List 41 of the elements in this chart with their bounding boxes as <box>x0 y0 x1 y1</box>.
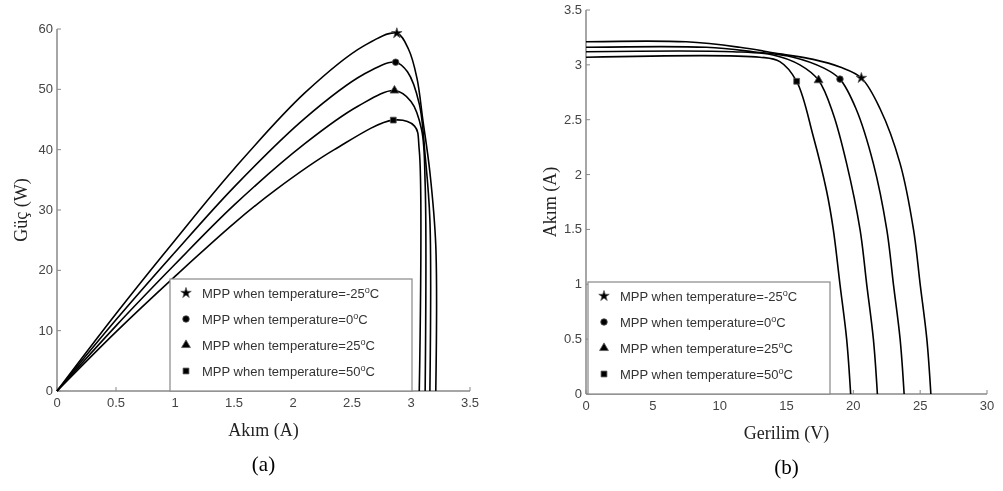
y-tick-label: 1 <box>574 276 582 292</box>
y-tick-label: 50 <box>38 81 53 97</box>
x-tick-label: 5 <box>649 398 657 413</box>
legend-label: MPP when temperature=25$^{o}$C <box>620 340 793 356</box>
y-tick-label: 20 <box>38 262 53 278</box>
x-axis-title: Akım (A) <box>228 420 299 441</box>
y-tick-label: 3 <box>574 56 582 72</box>
legend-label: MPP when temperature=-25$^{o}$C <box>202 285 380 301</box>
y-tick-label: 0.5 <box>563 331 582 347</box>
x-tick-label: 2.5 <box>342 395 362 410</box>
text: (a) <box>251 452 276 476</box>
x-tick-label: 3.5 <box>460 395 480 410</box>
x-axis-title: Gerilim (V) <box>743 423 830 444</box>
text: (b) <box>774 455 799 479</box>
y-tick-label: 10 <box>38 322 53 338</box>
legend-label: MPP when temperature=50$^{o}$C <box>620 366 793 382</box>
y-tick-label: 0 <box>45 383 53 398</box>
x-tick-label: 30 <box>979 398 995 413</box>
x-tick-label: 15 <box>779 398 794 413</box>
x-tick-label: 1 <box>171 395 179 410</box>
y-tick-label: 2.5 <box>563 111 582 127</box>
legend-label: MPP when temperature=0$^{o}$C <box>202 311 368 327</box>
legend-label: MPP when temperature=50$^{o}$C <box>202 363 375 379</box>
x-tick-label: 3 <box>407 395 415 410</box>
y-tick-label: 1.5 <box>563 221 582 237</box>
y-tick-label: 3.5 <box>563 2 582 17</box>
legend-label: MPP when temperature=-25$^{o}$C <box>620 288 798 304</box>
y-tick-label: 2 <box>574 166 582 182</box>
y-axis-title: Akım (A) <box>540 166 561 238</box>
y-tick-label: 60 <box>38 21 53 36</box>
y-tick-label: 30 <box>38 202 53 217</box>
x-tick-label: 20 <box>846 398 861 413</box>
x-tick-label: 1.5 <box>224 395 244 410</box>
x-tick-label: 25 <box>912 398 928 413</box>
legend-label: MPP when temperature=25$^{o}$C <box>202 337 375 353</box>
x-tick-label: 2 <box>289 395 297 410</box>
legend-label: MPP when temperature=0$^{o}$C <box>620 314 786 330</box>
y-axis-title: Güç (W) <box>11 178 32 242</box>
x-tick-label: 0.5 <box>106 395 126 410</box>
x-tick-label: 10 <box>712 398 727 413</box>
y-tick-label: 40 <box>38 141 53 157</box>
